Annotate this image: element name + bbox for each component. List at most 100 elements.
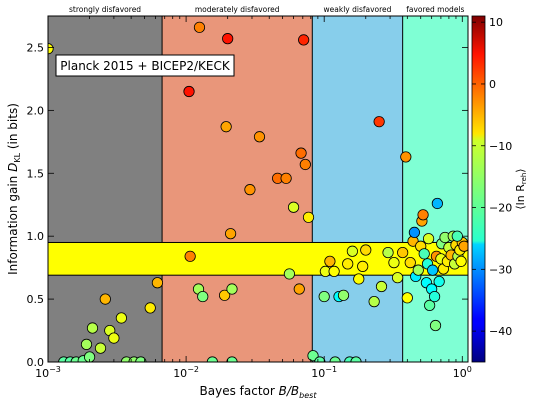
x-tick-label-2: 10−1 [311,365,337,380]
colorbar [471,15,486,363]
data-point-26 [222,33,234,45]
y-tick-label-2: 1.0 [27,230,45,243]
annotation-text: Planck 2015 + BICEP2/KECK [60,59,231,73]
data-point-77 [424,299,436,311]
data-point-43 [318,290,330,303]
data-point-33 [280,172,292,184]
data-point-55 [357,260,369,272]
data-point-27 [224,228,237,240]
colorbar-tick-label-0: 10 [489,16,503,29]
x-tick-label-0: 10−3 [35,365,61,380]
data-point-81 [429,319,442,332]
data-point-84 [433,275,445,288]
data-point-73 [417,209,429,221]
data-point-41 [307,350,319,362]
colorbar-title: ⟨ln Rreh⟩ [514,168,528,209]
data-point-57 [368,296,380,308]
data-point-20 [193,21,206,33]
region-label-0: strongly disfavored [69,5,141,14]
data-point-80 [428,290,441,303]
data-point-61 [388,257,400,269]
y-tick-label-0: 0.0 [27,356,45,369]
region-label-2: weakly disfavored [324,5,392,14]
data-point-83 [431,197,443,210]
colorbar-tick-label-3: −20 [489,202,512,215]
data-point-101 [451,230,463,242]
data-point-8 [94,342,107,354]
region-2 [312,16,403,362]
data-point-18 [183,85,195,98]
band-layer [48,241,468,276]
data-point-66 [404,257,416,269]
x-tick-label-1: 10−2 [173,365,199,380]
data-point-70 [412,264,424,276]
colorbar-tick-label-4: −30 [489,263,512,276]
y-axis-title: Information gain DKL (in bits) [6,103,22,275]
data-point-36 [293,283,305,295]
y-axis: 0.0 0.5 1.0 1.5 2.0 2.5 [27,41,468,369]
reference-band [48,241,468,276]
data-point-12 [115,312,127,324]
data-point-62 [391,272,404,284]
annotation-box: Planck 2015 + BICEP2/KECK [55,54,235,77]
data-point-7 [86,322,99,334]
data-point-64 [400,151,412,163]
plot-frame [47,15,469,363]
colorbar-tick-label-2: −10 [489,140,512,153]
data-point-40 [302,211,315,223]
data-point-60 [382,246,394,259]
data-point-34 [283,268,296,280]
data-point-97 [455,255,467,267]
data-point-65 [401,292,413,304]
x-axis-title: Bayes factor B/Bbest [200,384,318,400]
y-tick-label-5: 2.5 [27,41,45,54]
data-point-54 [353,273,365,285]
data-point-99 [458,240,468,252]
data-point-5 [83,351,96,362]
data-point-0 [48,43,54,55]
data-point-11 [108,332,120,344]
data-point-56 [360,244,372,256]
data-point-50 [342,258,354,270]
colorbar-tick-label-1: 0 [489,78,496,91]
data-point-16 [144,302,156,314]
data-point-79 [427,264,439,276]
data-point-24 [218,289,231,301]
data-point-46 [328,265,340,278]
data-point-22 [197,290,209,303]
data-point-19 [184,250,196,262]
region-label-1: moderately disfavored [195,5,280,14]
data-point-37 [295,147,307,159]
region-labels: strongly disfavored moderately disfavored… [69,5,465,14]
x-axis: 10−3 10−2 10−1 100 [35,16,472,380]
data-point-59 [375,280,388,293]
data-point-74 [418,248,430,260]
y-tick-label-4: 2.0 [27,104,45,117]
data-point-28 [226,283,238,295]
data-point-68 [408,226,420,239]
data-point-31 [253,131,266,143]
colorbar-gradient [471,15,486,363]
x-tick-label-3: 100 [453,365,472,380]
data-point-49 [337,289,350,301]
data-point-45 [324,255,336,267]
region-label-3: favored models [406,5,464,14]
axes-border [47,15,469,363]
data-point-38 [298,34,310,46]
region-3 [402,16,468,362]
data-point-100 [422,233,435,245]
data-point-30 [244,184,256,196]
data-point-58 [373,116,385,128]
points-layer [48,21,468,362]
y-tick-label-1: 0.5 [27,293,45,306]
colorbar-ticks: 10 0 −10 −20 −30 −40 [472,16,512,338]
data-point-25 [220,121,232,133]
data-point-63 [397,246,409,259]
data-point-52 [346,245,358,257]
data-point-35 [287,201,300,213]
y-tick-label-3: 1.5 [27,167,45,180]
colorbar-tick-label-5: −40 [489,325,512,338]
data-point-9 [99,293,111,305]
data-point-17 [151,277,164,289]
